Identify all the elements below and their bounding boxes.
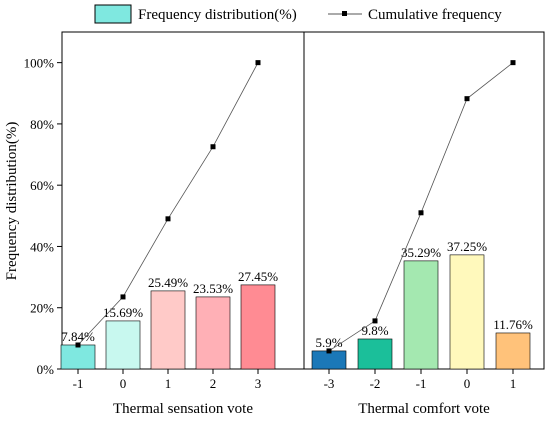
y-tick-label: 20% xyxy=(30,301,54,316)
bar xyxy=(311,350,347,370)
x-tick-label: 2 xyxy=(210,376,217,391)
legend-bar-swatch xyxy=(94,4,132,24)
y-axis: 0% 20% 40% 60% 80% 100% xyxy=(24,56,62,377)
bar xyxy=(495,332,531,370)
legend-line-label: Cumulative frequency xyxy=(368,7,502,23)
bar xyxy=(150,290,186,370)
x-tick-label: 1 xyxy=(510,376,517,391)
cumulative-point xyxy=(75,342,81,348)
data-label: 25.49% xyxy=(148,275,188,290)
x-axis-label: Thermal comfort vote xyxy=(358,401,490,417)
data-label: 23.53% xyxy=(193,281,233,296)
cumulative-point xyxy=(418,210,424,216)
data-label: 15.69% xyxy=(103,305,143,320)
y-axis-label: Frequency distribution(%) xyxy=(4,122,20,281)
bar xyxy=(60,344,96,370)
cumulative-series xyxy=(326,60,516,354)
x-tick-label: -1 xyxy=(73,376,84,391)
x-axis-label: Thermal sensation vote xyxy=(113,401,253,417)
panels: 7.84%15.69%25.49% 23.53%27.45%-1 0 1 2 3Therm… xyxy=(60,60,533,417)
cumulative-point xyxy=(120,294,126,300)
x-tick-label: 1 xyxy=(165,376,172,391)
cumulative-point xyxy=(464,96,470,102)
data-label: 11.76% xyxy=(493,317,533,332)
y-tick-label: 40% xyxy=(30,239,54,254)
cumulative-point xyxy=(510,60,516,66)
panel-thermal-sensation: 7.84% 15.69% 25.49% 23.53% 27.45% -1 0 1 2 3Therm… xyxy=(60,60,278,417)
y-tick-label: 80% xyxy=(30,117,54,132)
cumulative-point xyxy=(255,60,261,66)
data-label: 5.9% xyxy=(315,335,342,350)
data-label: 9.8% xyxy=(361,323,388,338)
bar xyxy=(195,296,231,370)
legend-marker xyxy=(342,11,347,16)
cumulative-point xyxy=(372,318,378,324)
y-tick-label: 0% xyxy=(37,362,55,377)
cumulative-point xyxy=(165,216,171,222)
bar xyxy=(403,260,439,370)
cumulative-series xyxy=(75,60,261,348)
y-tick-label: 100% xyxy=(24,56,55,71)
bar xyxy=(449,254,485,370)
bar xyxy=(240,284,276,370)
bar xyxy=(357,338,393,370)
x-tick-label: 3 xyxy=(255,376,262,391)
bar xyxy=(105,320,141,370)
x-tick-label: 0 xyxy=(120,376,127,391)
y-tick-label: 60% xyxy=(30,178,54,193)
cumulative-point xyxy=(326,348,332,354)
cumulative-point xyxy=(210,144,216,150)
data-label: 35.29% xyxy=(401,245,441,260)
x-tick-label: 0 xyxy=(464,376,471,391)
x-tick-label: -3 xyxy=(324,376,335,391)
data-label: 27.45% xyxy=(238,269,278,284)
x-tick-label: -2 xyxy=(370,376,381,391)
x-tick-label: -1 xyxy=(416,376,427,391)
legend: Frequency distribution(%) Cumulative fre… xyxy=(94,4,502,24)
panel-thermal-comfort: 5.9% 9.8% 35.29% 37.25% 11.76% -3 -2 -1 0 1 Therma… xyxy=(311,60,533,417)
data-label: 7.84% xyxy=(61,329,95,344)
data-label: 37.25% xyxy=(447,239,487,254)
legend-bar-label: Frequency distribution(%) xyxy=(138,7,297,23)
